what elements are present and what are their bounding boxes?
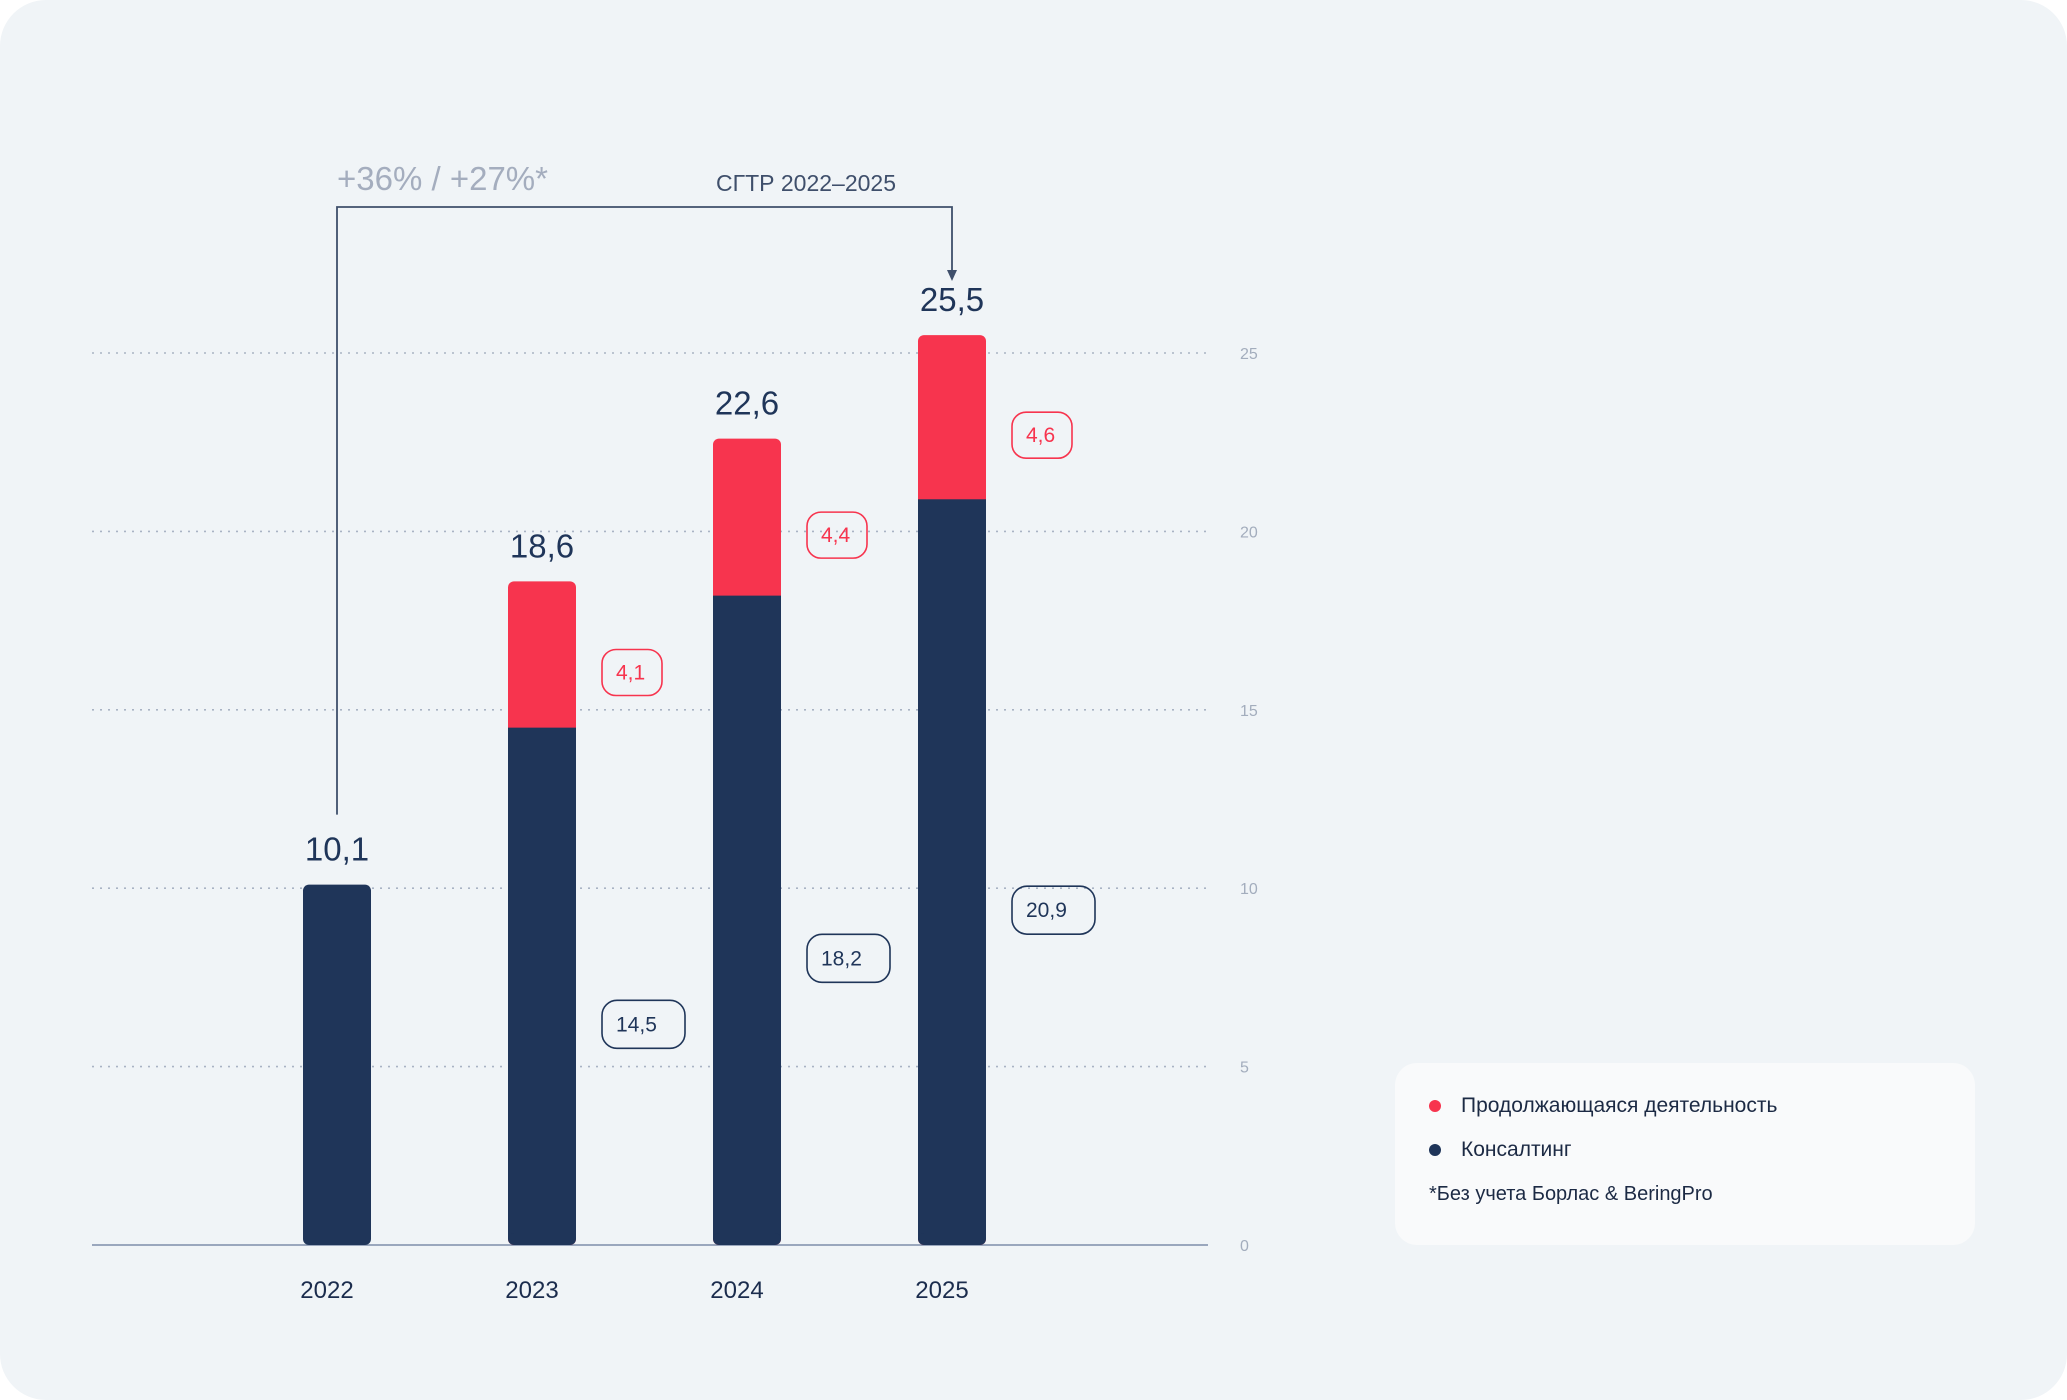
- value-pill-consulting: [1011, 885, 1096, 935]
- bar-consulting: [303, 884, 371, 1245]
- value-pill-consulting: [601, 999, 686, 1050]
- y-tick-label: 10: [1240, 881, 1258, 898]
- value-label-consulting: 14,5: [616, 1013, 657, 1036]
- cagr-bracket-line: [336, 206, 953, 815]
- bar-consulting: [713, 595, 781, 1239]
- labels-layer: 10,1 2022 18,6 2023 4,1 14,5 22,6 2024 4,4 18,2 25…: [300, 281, 1096, 1304]
- x-tick-label: 2023: [505, 1277, 558, 1304]
- bar-total-label: 22,6: [715, 385, 779, 422]
- value-pill-consulting: [806, 933, 891, 984]
- legend-item-continuing: Продолжающаяся деятельность: [1429, 1091, 1975, 1121]
- legend-label-consulting: Консалтинг: [1461, 1138, 1572, 1161]
- bar-total-label: 25,5: [920, 281, 984, 318]
- y-tick-label: 15: [1240, 703, 1258, 720]
- bars-layer: [303, 335, 986, 1246]
- x-tick-label: 2024: [710, 1277, 763, 1304]
- bar-consulting: [508, 727, 576, 1239]
- bar-total-label: 10,1: [305, 831, 369, 868]
- legend-label-continuing: Продолжающаяся деятельность: [1461, 1094, 1778, 1117]
- legend-item-consulting: Консалтинг: [1429, 1135, 1975, 1165]
- value-label-consulting: 18,2: [821, 947, 862, 970]
- y-tick-label: 20: [1240, 524, 1258, 541]
- legend: Продолжающаяся деятельность Консалтинг *…: [1395, 1063, 1975, 1245]
- cagr-arrow-head: [947, 270, 957, 281]
- y-tick-label: 5: [1240, 1060, 1249, 1077]
- value-label-consulting: 20,9: [1026, 899, 1067, 922]
- bar-total-label: 18,6: [510, 527, 574, 564]
- legend-dot-continuing: [1429, 1100, 1441, 1112]
- bar-consulting-base: [713, 1233, 781, 1245]
- value-pill-continuing: [601, 648, 663, 697]
- value-label-continuing: 4,4: [821, 524, 851, 547]
- x-tick-label: 2025: [915, 1277, 968, 1304]
- cagr-annotation: +36% / +27%* СГТР 2022–2025: [336, 160, 957, 815]
- value-pill-continuing: [806, 511, 868, 559]
- bar-consulting-base: [918, 1233, 986, 1245]
- legend-footnote: *Без учета Борлас & BeringPro: [1429, 1183, 1713, 1205]
- value-pill-continuing: [1011, 411, 1073, 460]
- bar-consulting-base: [508, 1233, 576, 1245]
- value-label-continuing: 4,6: [1026, 424, 1055, 447]
- y-tick-label: 0: [1240, 1238, 1249, 1255]
- cagr-period-label: СГТР 2022–2025: [716, 170, 896, 196]
- bar-consulting: [918, 499, 986, 1240]
- cagr-growth-label: +36% / +27%*: [337, 160, 548, 197]
- grid-layer: 0 5 10 15 20 25: [92, 346, 1258, 1255]
- value-label-continuing: 4,1: [616, 661, 645, 684]
- y-tick-label: 25: [1240, 346, 1258, 363]
- legend-dot-consulting: [1429, 1144, 1441, 1156]
- x-tick-label: 2022: [300, 1277, 353, 1304]
